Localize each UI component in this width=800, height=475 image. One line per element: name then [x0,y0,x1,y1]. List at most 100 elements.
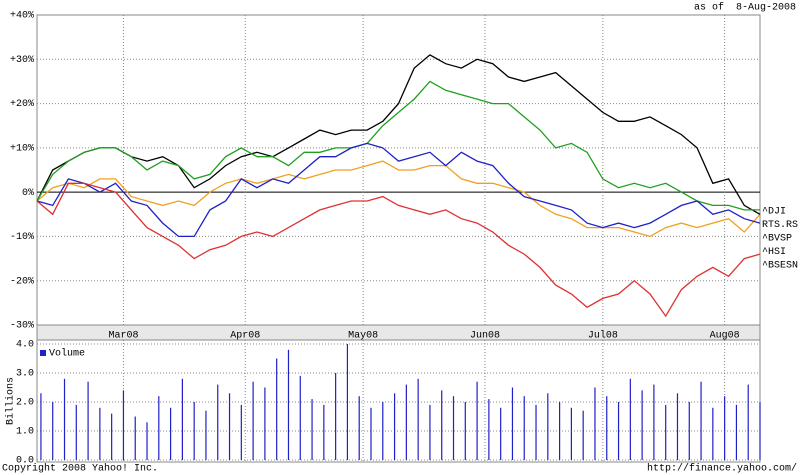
volume-bar [665,404,667,460]
y-tick-label: -30% [10,321,34,332]
x-tick-label: Jun08 [470,331,500,342]
y-tick-label: 3.0 [16,369,34,380]
y-tick-label: -20% [10,276,34,287]
volume-bar [393,393,396,460]
volume-bar [99,407,101,460]
source-url: http://finance.yahoo.com/ [647,463,797,475]
volume-bar [547,393,549,460]
volume-bar [417,378,419,460]
y-tick-label: +10% [10,143,34,154]
series-line [36,80,760,211]
volume-bar [429,404,431,460]
volume-bar [299,375,301,460]
x-tick-label: May08 [348,331,378,342]
volume-bar [488,399,490,460]
volume-bar [169,407,172,460]
x-tick-label: Aug08 [710,331,740,342]
volume-bar [511,387,514,460]
volume-bar [747,384,749,460]
volume-bar [688,402,690,460]
volume-bar [228,393,231,460]
y-tick-label: +20% [10,99,34,110]
x-tick-label: Apr08 [230,331,260,342]
y-tick-label: -10% [10,232,34,243]
series-line [36,54,761,215]
volume-bar [134,416,136,460]
volume-bar [594,387,596,460]
volume-bar [405,384,407,460]
legend-label: Volume [49,348,85,360]
volume-bar [629,378,631,460]
volume-bar [358,396,360,460]
y-tick-label: +30% [10,55,34,66]
volume-bar [240,404,242,460]
volume-bar [335,373,337,460]
volume-bar [653,384,655,460]
volume-bar [52,402,54,460]
y-tick-label: 4.0 [16,340,34,351]
volume-bar [75,404,77,460]
volume-bar [759,402,761,460]
legend-swatch [40,350,46,356]
volume-bar [276,358,278,460]
volume-bar [712,407,714,460]
y-tick-label: 1.0 [16,427,34,438]
volume-bar [617,402,620,460]
volume-bar [146,422,148,460]
volume-bar [441,390,443,460]
volume-bar [287,349,290,460]
x-tick-label: Mar08 [108,331,138,342]
volume-bar [252,381,254,460]
volume-bar [264,387,266,460]
volume-bar [63,378,66,460]
legend-label: ^BVSP [762,234,792,245]
volume-bar [500,407,502,460]
volume-bar [87,381,89,460]
series-line [36,142,761,238]
volume-bar [181,378,183,460]
legend-label: ^DJI [762,207,786,218]
volume-bar [40,393,42,460]
volume-bar [158,396,160,460]
volume-bar [606,396,608,460]
y-tick-label: 2.0 [16,398,34,409]
volume-bar [582,410,584,460]
volume-bar [452,396,455,460]
date-strip [36,324,761,341]
volume-bar [111,413,113,460]
as-of: as of 8-Aug-2008 [694,2,796,14]
volume-bar [311,399,313,460]
volume-bar [205,410,207,460]
volume-bar [217,384,219,460]
legend-label: RTS.RS [762,220,798,231]
copyright: Copyright 2008 Yahoo! Inc. [2,463,158,475]
volume-bar [700,381,702,460]
y-tick-label: 0% [22,188,34,199]
volume-bar [535,404,537,460]
volume-bar [193,402,195,460]
series-line [36,160,761,238]
volume-bar [676,393,679,460]
volume-bar [323,404,325,460]
volume-bar [122,390,125,460]
volume-bar [570,407,572,460]
volume-bar [735,404,738,460]
y-axis-label: Billions [5,377,17,425]
volume-bar [370,407,372,460]
x-tick-label: Jul08 [588,330,618,342]
volume-bar [382,402,384,460]
volume-bar [476,381,478,460]
volume-bar [641,390,643,460]
volume-bar [464,402,466,460]
volume-bar [346,344,349,460]
volume-bar [724,396,726,460]
legend-label: ^HSI [762,247,786,258]
volume-bar [523,396,525,460]
volume-plot-frame [36,339,761,463]
volume-bar [559,402,561,460]
y-tick-label: +40% [10,11,34,22]
legend-label: ^BSESN [762,261,798,272]
y-tick-label: 0.0 [16,456,34,467]
